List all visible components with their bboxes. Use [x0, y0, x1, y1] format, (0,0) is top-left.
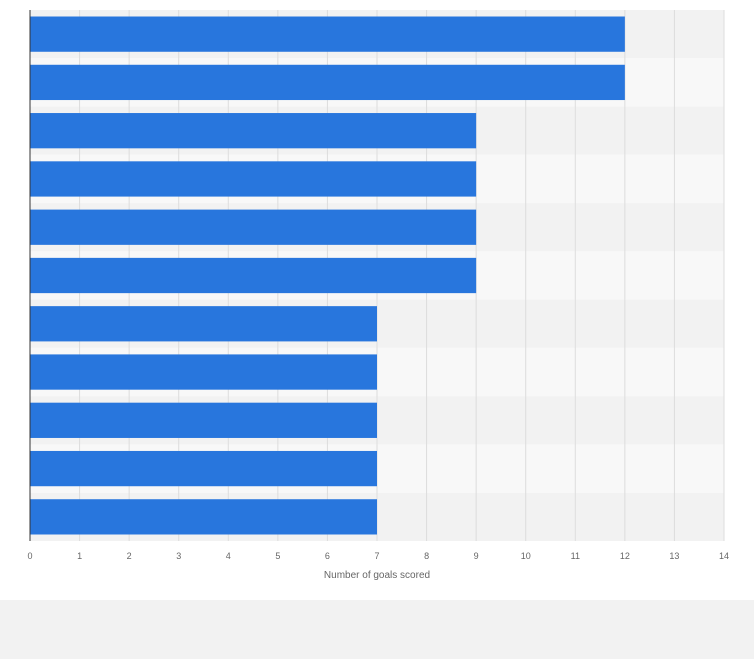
bar [30, 450, 377, 487]
x-tick-label: 7 [374, 551, 379, 561]
bars [30, 16, 625, 535]
x-tick-label: 14 [719, 551, 729, 561]
bar [30, 402, 377, 438]
chart-area: 0 1 2 3 4 5 6 7 8 9 10 11 12 13 14 Number of goals sco… [0, 0, 754, 600]
x-tick-label: 12 [620, 551, 630, 561]
x-tick-label: 13 [669, 551, 679, 561]
bar [30, 499, 377, 535]
footer-area [0, 600, 754, 659]
x-tick-label: 6 [325, 551, 330, 561]
x-tick-label: 5 [275, 551, 280, 561]
bar [30, 306, 377, 342]
bar [30, 64, 625, 101]
bar [30, 161, 477, 197]
x-tick-label: 8 [424, 551, 429, 561]
x-tick-label: 2 [127, 551, 132, 561]
x-tick-label: 0 [27, 551, 32, 561]
bar [30, 113, 477, 149]
bar [30, 16, 625, 52]
bar [30, 257, 477, 294]
x-tick-label: 10 [521, 551, 531, 561]
x-tick-label: 11 [571, 551, 580, 561]
x-axis-ticks: 0 1 2 3 4 5 6 7 8 9 10 11 12 13 14 [27, 551, 729, 561]
x-tick-label: 3 [176, 551, 181, 561]
bar [30, 354, 377, 390]
x-tick-label: 4 [226, 551, 231, 561]
x-tick-label: 9 [474, 551, 479, 561]
bar-chart: 0 1 2 3 4 5 6 7 8 9 10 11 12 13 14 Number of goals sco… [27, 10, 729, 581]
x-axis-title: Number of goals scored [324, 570, 430, 581]
x-tick-label: 1 [77, 551, 82, 561]
bar [30, 209, 477, 245]
